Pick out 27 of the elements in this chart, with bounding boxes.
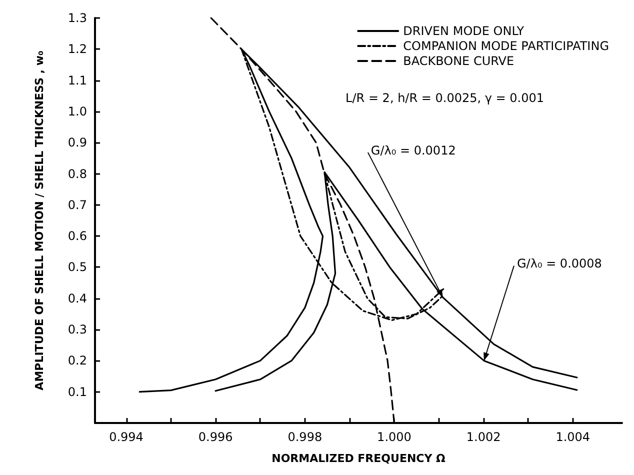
y-axis-title: AMPLITUDE OF SHELL MOTION / SHELL THICKNESS , w₀ — [33, 50, 46, 390]
y-tick-label: 1.0 — [68, 104, 87, 118]
y-tick-label: 0.5 — [68, 260, 87, 274]
annotation: G/λ₀ = 0.0008 — [516, 256, 602, 271]
y-tick-label: 0.8 — [68, 166, 87, 181]
y-tick-label: 1.1 — [68, 73, 87, 88]
y-tick-label: 1.3 — [68, 11, 87, 25]
annotation: L/R = 2, h/R = 0.0025, γ = 0.001 — [346, 91, 544, 105]
legend-label: BACKBONE CURVE — [403, 54, 514, 68]
y-tick-label: 0.1 — [68, 384, 87, 399]
x-tick-label: 0.994 — [109, 430, 144, 444]
x-tick-label: 1.004 — [556, 430, 590, 444]
y-tick-label: 0.7 — [68, 198, 87, 212]
annotation: G/λ₀ = 0.0012 — [370, 143, 456, 158]
legend-label: COMPANION MODE PARTICIPATING — [403, 39, 610, 53]
y-tick-label: 0.3 — [68, 322, 87, 337]
y-tick-label: 0.6 — [68, 229, 87, 244]
x-tick-label: 0.996 — [198, 430, 233, 444]
x-tick-label: 1.002 — [466, 430, 501, 444]
x-axis-title: NORMALIZED FREQUENCY Ω — [272, 452, 446, 465]
legend-label: DRIVEN MODE ONLY — [403, 24, 525, 38]
y-tick-label: 0.2 — [68, 354, 87, 368]
y-tick-label: 0.9 — [68, 136, 87, 150]
x-tick-label: 0.998 — [288, 430, 322, 444]
y-tick-label: 1.2 — [68, 42, 87, 56]
x-tick-label: 1.000 — [377, 430, 412, 444]
y-tick-label: 0.4 — [68, 291, 87, 306]
